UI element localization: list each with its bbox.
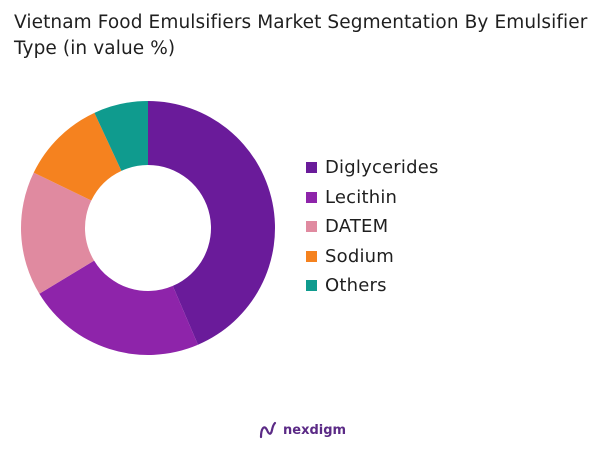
legend-swatch	[306, 221, 317, 233]
legend-item-datem: DATEM	[306, 212, 439, 242]
legend-swatch	[306, 250, 317, 262]
donut-slice-datem	[21, 172, 95, 294]
legend-label: Lecithin	[325, 186, 398, 208]
legend-label: DATEM	[325, 216, 389, 238]
brand-name: nexdigm	[283, 422, 347, 438]
chart-title: Vietnam Food Emulsifiers Market Segmenta…	[14, 12, 588, 59]
legend-label: Sodium	[325, 245, 395, 267]
legend-item-others: Others	[306, 271, 439, 301]
legend-item-sodium: Sodium	[306, 242, 439, 272]
legend-item-lecithin: Lecithin	[306, 183, 439, 213]
legend: Diglycerides Lecithin DATEM Sodium Others	[306, 153, 439, 301]
brand-logo: nexdigm	[258, 420, 346, 440]
nexdigm-logo-icon	[259, 421, 277, 439]
donut-slice-diglycerides	[148, 101, 275, 345]
legend-swatch	[306, 280, 317, 292]
legend-label: Diglycerides	[325, 157, 439, 179]
donut-slice-sodium	[33, 112, 122, 201]
legend-swatch	[306, 162, 317, 174]
donut-slice-others	[94, 101, 148, 171]
legend-label: Others	[325, 275, 387, 297]
donut-slice-lecithin	[39, 260, 198, 355]
legend-swatch	[306, 191, 317, 203]
legend-item-diglycerides: Diglycerides	[306, 153, 439, 183]
